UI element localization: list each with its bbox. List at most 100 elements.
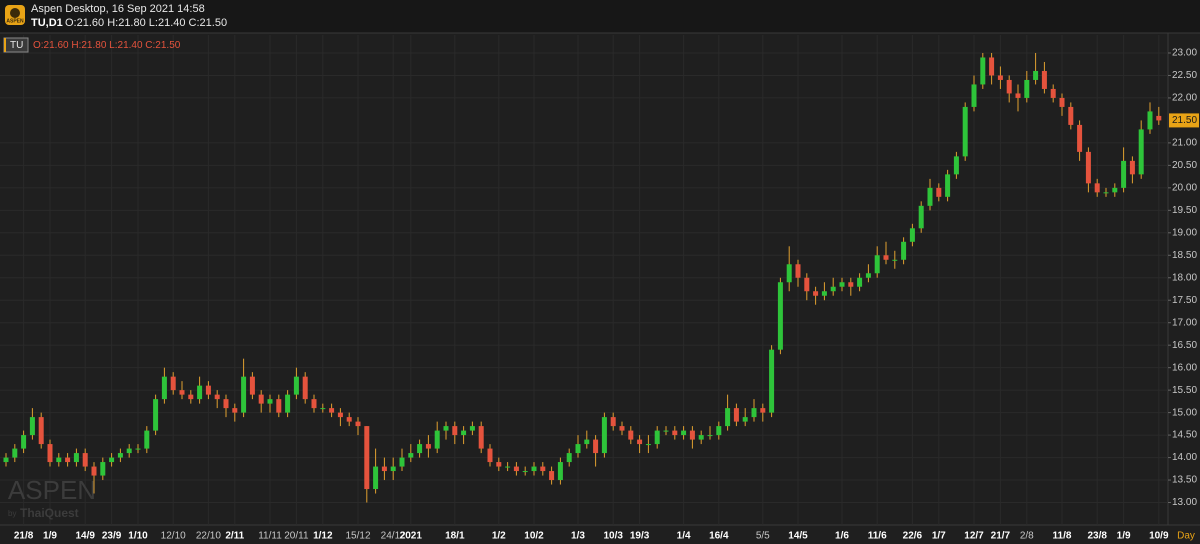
candle-body <box>1085 151 1091 184</box>
y-tick-label: 22.00 <box>1172 93 1197 104</box>
candle-body <box>707 435 713 437</box>
x-tick-label: 15/12 <box>345 531 370 542</box>
candle-body <box>848 282 854 287</box>
candle-body <box>681 430 687 436</box>
x-tick-label: 1/7 <box>932 531 946 542</box>
y-tick-label: 14.50 <box>1172 430 1197 441</box>
candle-body <box>346 417 352 422</box>
candle-body <box>716 426 722 436</box>
candle-body <box>461 430 467 436</box>
candle-body <box>100 462 106 476</box>
candle-body <box>830 286 836 292</box>
x-tick-label: 10/2 <box>524 531 544 542</box>
candle-body <box>496 462 502 467</box>
candle-body <box>1121 160 1127 188</box>
x-tick-label: 20/11 <box>284 531 309 542</box>
candle-body <box>839 282 845 287</box>
last-price-box <box>1169 113 1199 128</box>
candle-body <box>1006 79 1012 94</box>
y-tick-label: 21.00 <box>1172 138 1197 149</box>
candle-body <box>399 457 405 467</box>
candle-body <box>1147 111 1153 130</box>
candle-body <box>637 439 643 445</box>
candle-body <box>65 457 71 463</box>
candles <box>3 52 1162 503</box>
candle-body <box>769 349 775 413</box>
candle-body <box>417 444 423 454</box>
candle-body <box>311 399 317 409</box>
y-tick-label: 13.50 <box>1172 475 1197 486</box>
x-tick-label: 1/9 <box>43 531 57 542</box>
candle-body <box>241 376 247 413</box>
candle-body <box>760 408 766 413</box>
y-tick-label: 19.00 <box>1172 227 1197 238</box>
candle-body <box>909 228 915 242</box>
candle-body <box>901 241 907 260</box>
y-tick-label: 20.00 <box>1172 182 1197 193</box>
logo-text: ASPEN <box>6 18 24 24</box>
candle-body <box>575 444 581 454</box>
candle-body <box>117 453 123 458</box>
y-tick-label: 16.50 <box>1172 340 1197 351</box>
candle-body <box>1077 124 1083 152</box>
watermark-by: by <box>8 509 16 518</box>
candle-body <box>698 435 704 440</box>
candle-body <box>742 417 748 422</box>
y-tick-label: 15.50 <box>1172 385 1197 396</box>
x-tick-label: 1/10 <box>128 531 148 542</box>
candle-body <box>725 408 731 427</box>
candle-body <box>531 466 537 472</box>
candle-body <box>953 156 959 175</box>
candle-body <box>373 466 379 490</box>
candle-body <box>672 430 678 436</box>
candle-body <box>1103 192 1109 194</box>
x-tick-label: 1/9 <box>1117 531 1131 542</box>
candle-body <box>927 187 933 206</box>
candle-body <box>857 277 863 287</box>
candle-body <box>109 457 115 463</box>
candle-body <box>619 426 625 431</box>
x-tick-label: 12/7 <box>964 531 984 542</box>
candle-body <box>786 264 792 283</box>
x-tick-label: 2/8 <box>1020 531 1034 542</box>
candle-body <box>1024 79 1030 98</box>
candle-body <box>293 376 299 395</box>
last-price-label: 21.50 <box>1172 115 1197 126</box>
candle-body <box>91 466 97 476</box>
watermark-brand: ASPEN <box>8 475 96 505</box>
candle-body <box>610 417 616 427</box>
candle-body <box>733 408 739 422</box>
candle-body <box>153 399 159 431</box>
candle-body <box>980 57 986 85</box>
candle-body <box>813 291 819 296</box>
candle-body <box>276 399 282 413</box>
candle-body <box>1138 129 1144 175</box>
period-label[interactable]: Day <box>1177 531 1195 542</box>
legend-symbol: TU <box>10 40 23 51</box>
candle-body <box>945 174 951 197</box>
y-tick-label: 15.00 <box>1172 407 1197 418</box>
candle-body <box>197 385 203 400</box>
x-tick-label: 2021 <box>400 531 423 542</box>
candle-body <box>21 435 27 449</box>
candle-body <box>892 259 898 261</box>
candle-body <box>337 412 343 418</box>
x-tick-label: 11/8 <box>1053 531 1072 542</box>
x-tick-label: 1/12 <box>313 531 333 542</box>
x-tick-label: 22/10 <box>196 531 221 542</box>
x-tick-label: 14/9 <box>75 531 95 542</box>
candle-body <box>478 426 484 449</box>
candle-body <box>804 277 810 292</box>
header-ohlc: O:21.60 H:21.80 L:21.40 C:21.50 <box>65 17 227 29</box>
candle-body <box>1156 115 1162 121</box>
candle-body <box>1129 160 1135 175</box>
x-tick-label: 2/11 <box>225 531 244 542</box>
candle-body <box>38 417 44 445</box>
candle-body <box>223 399 229 409</box>
candle-body <box>689 430 695 440</box>
candle-body <box>557 462 563 481</box>
candle-body <box>1015 93 1021 98</box>
candle-body <box>188 394 194 400</box>
y-tick-label: 17.00 <box>1172 317 1197 328</box>
